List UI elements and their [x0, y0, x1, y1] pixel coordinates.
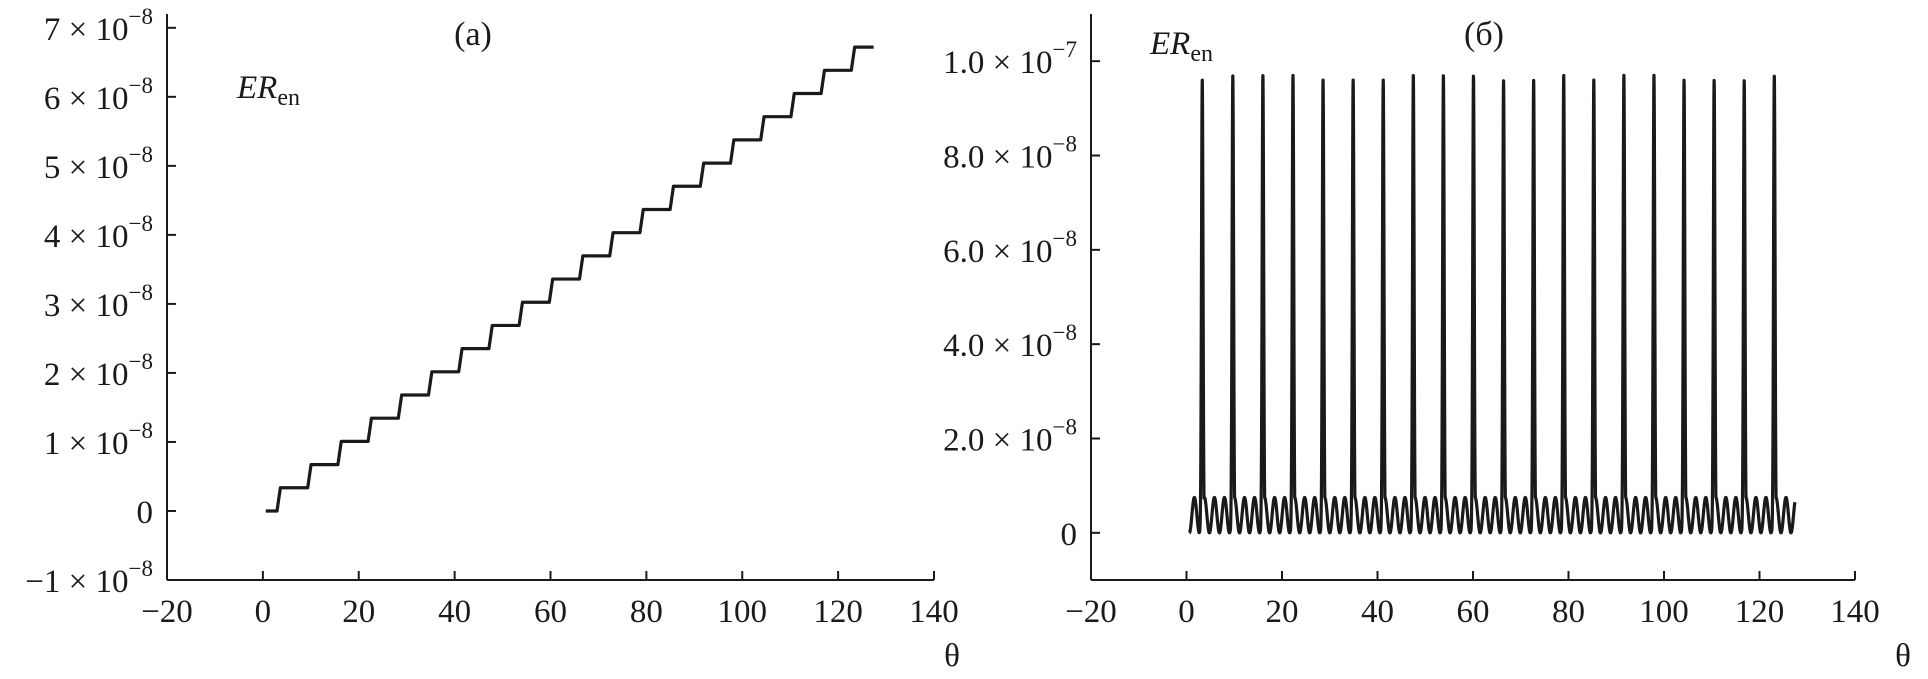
panel-label: (б): [1464, 16, 1504, 53]
series-line: [1187, 73, 1797, 535]
y-axis-title: ERen: [1149, 26, 1213, 67]
x-tick-label: 100: [718, 594, 768, 630]
x-tick-label: 140: [1830, 594, 1880, 630]
y-tick-label: 2 × 10−8: [44, 349, 153, 393]
x-tick-label: 120: [1735, 594, 1785, 630]
y-tick-label: 1.0 × 10−7: [943, 37, 1077, 81]
y-tick-label: 5 × 10−8: [44, 142, 153, 186]
x-tick-label: 100: [1639, 594, 1689, 630]
x-tick-label: 80: [1552, 594, 1585, 630]
y-tick-label: 0: [1061, 517, 1078, 553]
y-axis-title: ERen: [236, 70, 300, 111]
x-tick-label: 140: [909, 594, 959, 630]
x-tick-label: 60: [1457, 594, 1490, 630]
y-tick-label: 1 × 10−8: [44, 418, 153, 462]
x-tick-label: 120: [813, 594, 863, 630]
chart-panel-a: −20 0 20 40 60 80 100 120 140 −1 × 10−8 0 1 × 10−8 2…: [25, 4, 960, 674]
x-tick-label: 0: [255, 594, 272, 630]
x-axis-title: θ: [944, 638, 960, 674]
x-tick-label: 40: [1361, 594, 1394, 630]
x-tick-label: −20: [141, 594, 193, 630]
x-tick-label: 20: [342, 594, 375, 630]
y-tick-label: 6 × 10−8: [44, 73, 153, 117]
y-tick-label: 2.0 × 10−8: [943, 415, 1077, 459]
x-tick-label: 20: [1266, 594, 1299, 630]
x-tick-label: 0: [1178, 594, 1195, 630]
y-tick-label: 7 × 10−8: [44, 4, 153, 48]
series-line: [265, 45, 874, 513]
y-tick-label: 4.0 × 10−8: [943, 320, 1077, 364]
y-tick-label: 8.0 × 10−8: [943, 132, 1077, 176]
x-tick-label: 40: [438, 594, 471, 630]
y-tick-label: 4 × 10−8: [44, 211, 153, 255]
panel-label: (a): [454, 16, 492, 53]
chart-panel-b: −20 0 20 40 60 80 100 120 140 0 2.0 × 10−8 4.0 × 10…: [943, 14, 1911, 674]
y-tick-label: 6.0 × 10−8: [943, 226, 1077, 270]
y-tick-label: −1 × 10−8: [25, 556, 153, 600]
y-tick-label: 3 × 10−8: [44, 280, 153, 324]
y-tick-label: 0: [137, 495, 154, 531]
x-tick-label: 60: [534, 594, 567, 630]
x-axis-title: θ: [1895, 638, 1911, 674]
x-tick-label: −20: [1065, 594, 1117, 630]
x-tick-label: 80: [630, 594, 663, 630]
